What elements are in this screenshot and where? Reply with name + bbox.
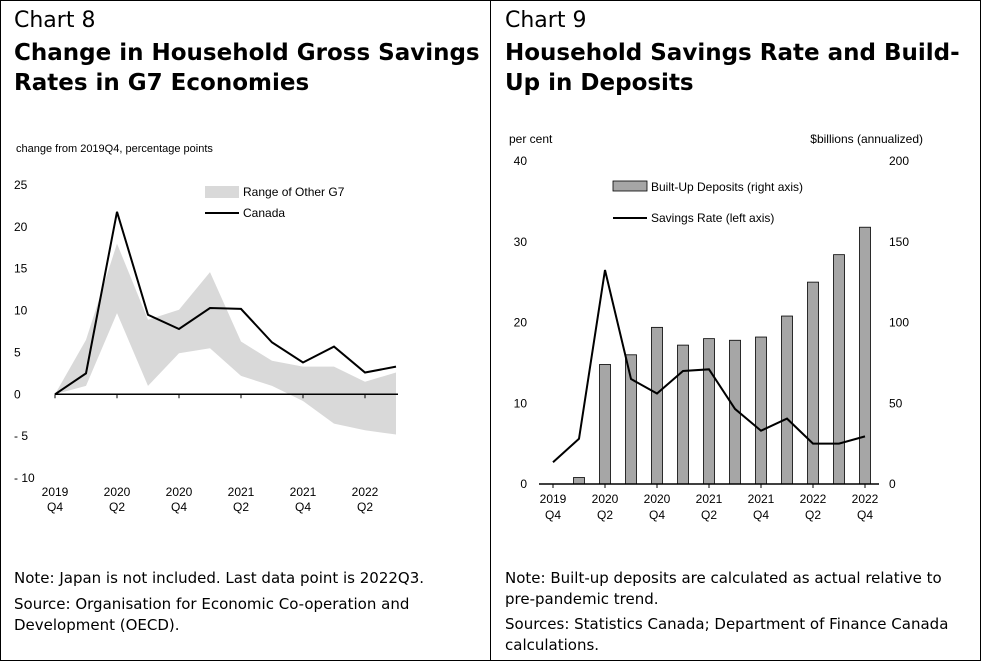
chart-9-savings-rate-line xyxy=(552,269,866,463)
chart-8-x-tick-label: Q4 xyxy=(47,500,63,514)
chart-8-x-tick-label: Q4 xyxy=(295,500,311,514)
chart-9-left-tick-label: 10 xyxy=(514,396,528,410)
chart-8-x-tick-label: 2021 xyxy=(290,485,317,499)
chart-8-legend-swatch-range xyxy=(205,186,239,198)
chart-8-legend-label-range: Range of Other G7 xyxy=(243,185,345,199)
chart-9-deposit-bar xyxy=(781,315,793,485)
chart-9-left-tick-label: 40 xyxy=(514,154,528,168)
chart-9-deposit-bar xyxy=(651,326,663,485)
chart-9-x-tick-label: 2019 xyxy=(540,492,567,506)
chart-9-x-tick-label: Q4 xyxy=(649,508,665,522)
chart-9-deposit-bar xyxy=(625,354,637,485)
chart-9-panel: Chart 9 Household Savings Rate and Build… xyxy=(491,0,980,661)
chart-9-deposit-bar xyxy=(859,226,871,485)
chart-8-y-tick-label: 10 xyxy=(14,304,28,318)
chart-9-x-tick-label: 2021 xyxy=(748,492,775,506)
chart-8-range-band xyxy=(55,243,396,435)
chart-8-label: Chart 8 xyxy=(14,8,96,33)
chart-8-x-tick-label: Q2 xyxy=(357,500,373,514)
chart-8-x-tick-label: Q4 xyxy=(171,500,187,514)
chart-9-right-tick-label: 50 xyxy=(889,396,903,410)
chart-9-right-tick-label: 150 xyxy=(889,235,909,249)
chart-9-note: Note: Built-up deposits are calculated a… xyxy=(505,569,942,608)
chart-8-y-tick-label: - 10 xyxy=(14,471,35,485)
chart-8-x-tick-label: 2021 xyxy=(228,485,255,499)
chart-9-deposit-bar xyxy=(833,254,845,485)
chart-8-note: Note: Japan is not included. Last data p… xyxy=(14,569,425,587)
chart-9-x-tick-label: 2022 xyxy=(852,492,879,506)
chart-9-left-tick-label: 20 xyxy=(514,316,528,330)
chart-9-deposit-bar xyxy=(807,281,819,485)
chart-9-x-tick-label: Q4 xyxy=(857,508,873,522)
chart-9-x-tick-label: Q2 xyxy=(701,508,717,522)
chart-9-right-tick-label: 0 xyxy=(889,477,896,491)
chart-9-x-tick-label: Q4 xyxy=(753,508,769,522)
chart-9-deposit-bar xyxy=(599,364,611,485)
chart-9-label: Chart 9 xyxy=(505,8,587,33)
chart-8-source: Source: Organisation for Economic Co-ope… xyxy=(14,595,410,634)
chart-9-left-tick-label: 30 xyxy=(514,235,528,249)
chart-9-x-tick-label: 2022 xyxy=(800,492,827,506)
chart-9-right-axis-label: $billions (annualized) xyxy=(810,132,923,146)
chart-8-title: Change in Household Gross Savings Rates … xyxy=(14,40,480,96)
chart-8-y-tick-label: 15 xyxy=(14,262,28,276)
chart-8-y-tick-label: 25 xyxy=(14,178,28,192)
chart-8-panel: Chart 8 Change in Household Gross Saving… xyxy=(0,0,489,661)
panel-divider xyxy=(490,0,491,661)
chart-8-x-tick-label: 2022 xyxy=(352,485,379,499)
chart-9-source: Sources: Statistics Canada; Department o… xyxy=(505,615,949,654)
chart-9-right-tick-label: 200 xyxy=(889,154,909,168)
chart-8-y-tick-label: 0 xyxy=(14,387,21,401)
chart-9-deposit-bar xyxy=(703,338,715,485)
chart-9-x-tick-label: 2020 xyxy=(592,492,619,506)
chart-9-x-tick-label: 2020 xyxy=(644,492,671,506)
chart-8-y-tick-label: - 5 xyxy=(14,429,28,443)
chart-9-legend-swatch-deposits xyxy=(612,180,648,192)
chart-9-right-tick-label: 100 xyxy=(889,316,909,330)
chart-9-deposit-bar xyxy=(755,336,767,485)
chart-9-x-tick-label: Q4 xyxy=(545,508,561,522)
chart-8-x-tick-label: 2019 xyxy=(42,485,69,499)
chart-8-canada-line xyxy=(54,211,397,396)
chart-8-x-tick-label: 2020 xyxy=(166,485,193,499)
chart-9-x-tick-label: 2021 xyxy=(696,492,723,506)
chart-9-deposit-bar xyxy=(573,477,585,485)
chart-8-y-tick-label: 5 xyxy=(14,345,21,359)
chart-9-title: Household Savings Rate and Build-Up in D… xyxy=(505,40,960,96)
chart-9-deposit-bar xyxy=(677,344,689,485)
chart-9-legend-label-savings: Savings Rate (left axis) xyxy=(651,211,774,225)
chart-9-left-axis-label: per cent xyxy=(509,132,553,146)
chart-8-plot: change from 2019Q4, percentage points 25 2… xyxy=(14,143,398,514)
chart-9-x-tick-label: Q2 xyxy=(597,508,613,522)
chart-8-y-axis-label: change from 2019Q4, percentage points xyxy=(16,143,213,155)
chart-8-x-tick-label: Q2 xyxy=(109,500,125,514)
chart-8-legend-label-canada: Canada xyxy=(243,206,285,220)
chart-8-x-tick-label: Q2 xyxy=(233,500,249,514)
chart-8-y-tick-label: 20 xyxy=(14,220,28,234)
chart-9-left-tick-label: 0 xyxy=(520,477,527,491)
chart-8-x-tick-label: 2020 xyxy=(104,485,131,499)
chart-9-legend-label-deposits: Built-Up Deposits (right axis) xyxy=(651,180,803,194)
chart-9-x-tick-label: Q2 xyxy=(805,508,821,522)
chart-9-plot: per cent $billions (annualized)4030201002… xyxy=(509,132,923,522)
